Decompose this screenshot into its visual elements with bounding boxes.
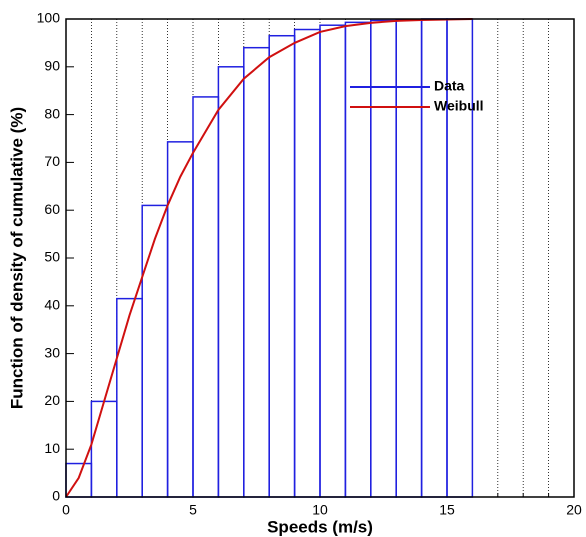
legend-label: Data [434, 78, 465, 94]
y-tick-label: 10 [44, 440, 60, 456]
y-tick-label: 90 [44, 58, 60, 74]
x-axis-label: Speeds (m/s) [267, 517, 373, 536]
y-tick-label: 100 [37, 10, 61, 26]
x-tick-label: 10 [312, 502, 328, 518]
bar [293, 28, 321, 498]
line [65, 18, 473, 498]
x-tick-label: 5 [189, 502, 197, 518]
plot-frame [65, 18, 575, 498]
y-tick-label: 70 [44, 153, 60, 169]
bar [192, 96, 220, 498]
y-tick-label: 40 [44, 297, 60, 313]
y-tick-label: 80 [44, 105, 60, 121]
y-tick-label: 60 [44, 201, 60, 217]
bar [116, 297, 143, 498]
bar [370, 19, 397, 498]
y-tick-label: 0 [52, 488, 60, 504]
x-tick-label: 0 [62, 502, 70, 518]
bar [243, 46, 270, 498]
y-tick-label: 20 [44, 392, 60, 408]
bar [217, 66, 245, 498]
y-tick-label: 50 [44, 249, 60, 265]
bar [344, 21, 372, 498]
bar [268, 34, 296, 498]
bar [141, 204, 169, 498]
bar [90, 400, 118, 498]
y-axis-label: Function of density of cumulative (%) [7, 107, 26, 409]
bar [395, 18, 423, 498]
bar [319, 24, 347, 498]
x-tick-label: 20 [566, 502, 582, 518]
legend-label: Weibull [434, 98, 484, 114]
y-tick-label: 30 [44, 344, 60, 360]
x-tick-label: 15 [439, 502, 455, 518]
